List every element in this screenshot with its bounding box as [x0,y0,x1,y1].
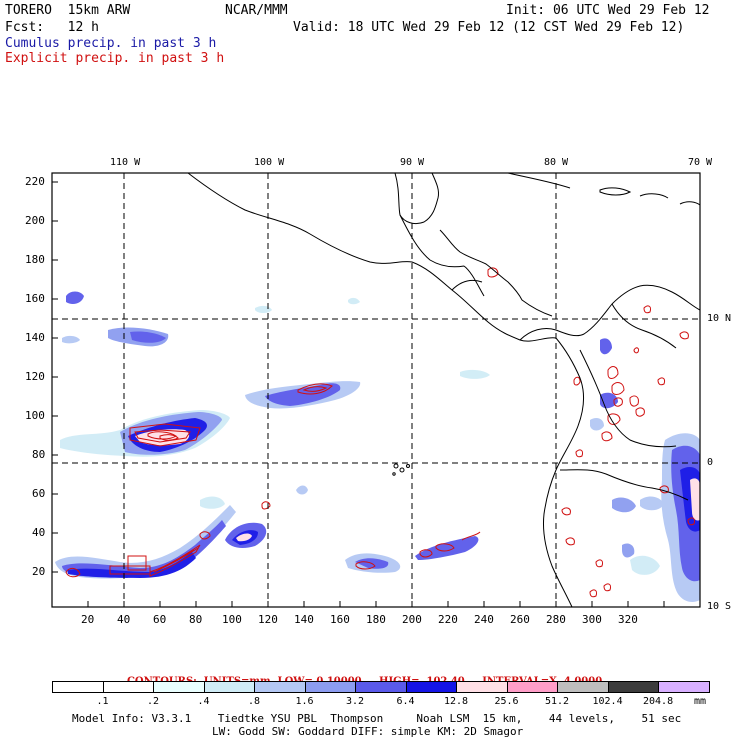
y-tick: 60 [32,487,46,500]
lat-lon-grid [52,173,700,607]
forecast-hour: Fcst: 12 h [5,20,99,35]
y-tick: 180 [25,253,45,266]
legend-label: 6.4 [396,696,415,707]
y-tick: 140 [25,331,45,344]
legend-label: .4 [197,696,210,707]
legend-swatch [557,681,609,693]
x-tick: 200 [402,613,422,626]
axis-ticks [52,181,665,607]
y-tick: 220 [25,175,45,188]
lon-label-110w: 110 W [110,157,141,168]
legend-swatch [658,681,710,693]
x-tick: 300 [582,613,602,626]
model-title: TORERO 15km ARW [5,3,131,18]
legend-label: 25.6 [494,696,519,707]
explicit-precip-contours [65,267,695,598]
x-tick: 160 [330,613,350,626]
center-name: NCAR/MMM [225,3,288,18]
y-tick: 100 [25,409,45,422]
legend-swatch [102,681,154,693]
y-tick: 200 [25,214,45,227]
legend-swatch [203,681,255,693]
lon-label-90w: 90 W [400,157,425,168]
x-tick: 40 [117,613,131,626]
x-tick: 220 [438,613,458,626]
legend-swatch [355,681,407,693]
lat-label-10s: 10 S [707,601,732,612]
x-tick: 100 [222,613,242,626]
legend-swatch [304,681,356,693]
valid-time: Valid: 18 UTC Wed 29 Feb 12 (12 CST Wed … [293,20,685,35]
legend-swatch [52,681,104,693]
legend-swatch [456,681,508,693]
lat-label-10n: 10 N [707,313,732,324]
legend-label: 102.4 [592,696,623,707]
legend-label: .8 [248,696,261,707]
lon-label-100w: 100 W [254,157,285,168]
legend-label: 3.2 [346,696,365,707]
legend-unit: mm [694,696,707,707]
lat-label-0: 0 [707,457,714,468]
x-tick: 80 [189,613,203,626]
y-tick: 20 [32,565,46,578]
x-tick: 140 [294,613,314,626]
x-tick: 240 [474,613,494,626]
init-time: Init: 06 UTC Wed 29 Feb 12 [506,3,710,18]
y-tick: 120 [25,370,45,383]
legend-label: 1.6 [295,696,314,707]
y-tick: 40 [32,526,46,539]
cumulus-precip-label: Cumulus precip. in past 3 h [5,36,217,51]
legend-label: .1 [96,696,109,707]
x-tick: 280 [546,613,566,626]
model-info-line2: LW: Godd SW: Goddard DIFF: simple KM: 2D… [212,725,524,738]
x-tick: 260 [510,613,530,626]
legend-swatch [254,681,306,693]
lon-label-70w: 70 W [688,157,713,168]
legend-label: 51.2 [545,696,570,707]
model-info-line1: Model Info: V3.3.1 Tiedtke YSU PBL Thomp… [72,712,682,725]
y-tick: 160 [25,292,45,305]
legend-swatch [153,681,205,693]
legend-swatch [506,681,558,693]
explicit-precip-label: Explicit precip. in past 3 h [5,51,225,66]
coastlines [187,172,701,608]
legend-label: 12.8 [444,696,469,707]
x-tick: 60 [153,613,167,626]
legend-label: .2 [147,696,160,707]
x-tick: 320 [618,613,638,626]
legend-label: 204.8 [643,696,674,707]
legend-swatch [607,681,659,693]
x-tick: 120 [258,613,278,626]
x-tick: 20 [81,613,95,626]
legend-swatch [405,681,457,693]
x-tick: 180 [366,613,386,626]
y-tick: 80 [32,448,46,461]
lon-label-80w: 80 W [544,157,569,168]
